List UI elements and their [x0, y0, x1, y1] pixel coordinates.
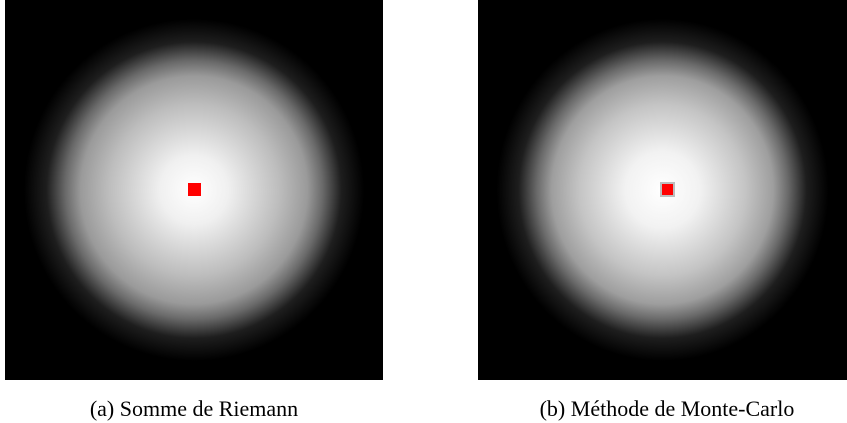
panel-b: (b) Méthode de Monte-Carlo [478, 0, 847, 421]
source-point [188, 183, 201, 196]
panel-a: (a) Somme de Riemann [5, 0, 383, 421]
source-point [662, 184, 673, 195]
caption: (b) Méthode de Monte-Carlo [540, 396, 795, 421]
caption: (a) Somme de Riemann [90, 396, 298, 421]
